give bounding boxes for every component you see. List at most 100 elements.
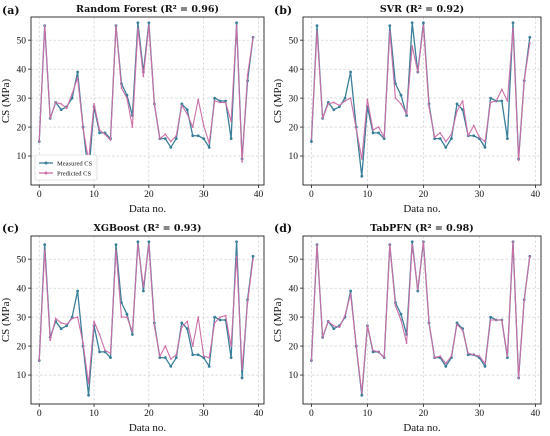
x-tick-label: 0: [309, 409, 314, 419]
data-point-predicted: [224, 101, 227, 104]
data-point-predicted: [219, 316, 222, 319]
panel-2: 0 10 20 30 40 10 20 30 40 50 XGBoost (R² = 0.93) (c…: [0, 222, 265, 434]
panel-tag: (c): [2, 222, 19, 235]
data-point-measured: [315, 24, 319, 28]
data-point-measured: [202, 137, 206, 141]
x-tick-label: 30: [475, 409, 485, 419]
data-point-predicted: [523, 79, 526, 82]
data-point-predicted: [366, 98, 369, 101]
data-point-measured: [136, 21, 140, 25]
data-point-predicted: [98, 129, 101, 131]
data-point-predicted: [433, 356, 436, 359]
data-point-predicted: [241, 160, 243, 163]
x-axis-label: Data no.: [403, 422, 441, 434]
data-point-measured: [455, 102, 459, 106]
data-point-predicted: [60, 102, 63, 105]
data-point-predicted: [439, 355, 442, 358]
data-point-predicted: [126, 316, 128, 319]
panel-title: Random Forest (R² = 0.96): [76, 4, 219, 15]
data-point-measured: [382, 137, 386, 141]
y-tick-label: 20: [289, 123, 299, 133]
data-point-predicted: [169, 358, 172, 361]
data-point-measured: [326, 101, 330, 104]
data-point-predicted: [349, 97, 352, 100]
data-point-measured: [147, 21, 151, 25]
panel-tag: (d): [274, 222, 292, 235]
data-point-predicted: [321, 117, 324, 120]
data-point-predicted: [467, 134, 470, 137]
data-point-predicted: [115, 249, 117, 252]
y-tick-label: 30: [17, 313, 27, 323]
data-point-predicted: [484, 140, 486, 143]
data-point-measured: [349, 289, 352, 293]
data-point-predicted: [43, 249, 46, 252]
data-point-predicted: [60, 321, 63, 324]
data-point-predicted: [444, 140, 447, 143]
data-point-predicted: [327, 320, 330, 323]
data-point-measured: [338, 105, 341, 109]
y-tick-label: 10: [289, 371, 299, 381]
data-point-predicted: [197, 98, 200, 101]
data-point-measured: [489, 96, 492, 100]
panel-title: TabPFN (R² = 0.98): [370, 223, 474, 234]
data-point-predicted: [115, 24, 117, 27]
data-point-predicted: [523, 298, 526, 301]
data-point-predicted: [344, 314, 346, 317]
data-point-predicted: [109, 139, 112, 142]
data-point-predicted: [49, 117, 52, 120]
x-tick-label: 20: [419, 409, 429, 419]
data-point-measured: [332, 327, 336, 331]
data-point-measured: [310, 140, 313, 143]
data-point-predicted: [186, 113, 189, 115]
data-point-predicted: [394, 97, 397, 100]
data-point-measured: [450, 137, 453, 141]
y-tick-label: 50: [289, 255, 299, 265]
data-point-measured: [174, 356, 178, 360]
data-point-predicted: [38, 140, 41, 143]
data-point-predicted: [164, 345, 167, 347]
data-point-measured: [163, 137, 167, 141]
y-tick-label: 30: [289, 94, 299, 104]
data-point-predicted: [65, 107, 68, 110]
data-point-predicted: [180, 326, 183, 329]
data-point-predicted: [93, 102, 95, 105]
x-tick-label: 40: [254, 190, 264, 200]
data-point-predicted: [147, 243, 150, 246]
x-tick-label: 40: [254, 409, 264, 419]
y-tick-label: 30: [289, 313, 299, 323]
data-point-measured: [169, 145, 173, 149]
y-tick-label: 40: [289, 284, 299, 294]
data-point-measured: [136, 240, 140, 244]
data-point-measured: [180, 102, 184, 106]
data-point-predicted: [489, 101, 492, 104]
data-point-predicted: [98, 333, 101, 336]
data-point-measured: [180, 321, 184, 325]
data-point-predicted: [213, 100, 216, 102]
data-point-predicted: [252, 36, 254, 39]
y-tick-label: 10: [17, 152, 27, 162]
data-point-predicted: [472, 124, 475, 127]
data-point-measured: [483, 364, 487, 368]
data-point-predicted: [372, 129, 374, 131]
data-point-predicted: [388, 243, 391, 246]
data-point-measured: [377, 131, 380, 135]
data-point-predicted: [528, 255, 531, 258]
data-point-predicted: [316, 30, 318, 33]
series-line-predicted: [310, 25, 531, 161]
x-tick-label: 40: [531, 190, 541, 200]
data-point-predicted: [439, 131, 442, 134]
x-tick-label: 20: [144, 409, 154, 419]
data-point-predicted: [186, 320, 189, 323]
data-point-measured: [343, 96, 347, 100]
panel-tag: (b): [274, 4, 292, 17]
y-tick-label: 40: [289, 65, 299, 75]
data-point-measured: [224, 99, 228, 103]
data-point-measured: [251, 254, 255, 258]
data-point-predicted: [372, 349, 374, 352]
data-point-predicted: [478, 355, 481, 358]
y-tick-label: 20: [17, 123, 27, 133]
panel-0: 0 10 20 30 40 10 20 30 40 50 Random Forest (R² = 0…: [0, 4, 265, 215]
data-point-predicted: [175, 134, 178, 137]
data-point-predicted: [416, 71, 419, 73]
data-point-predicted: [355, 127, 358, 130]
